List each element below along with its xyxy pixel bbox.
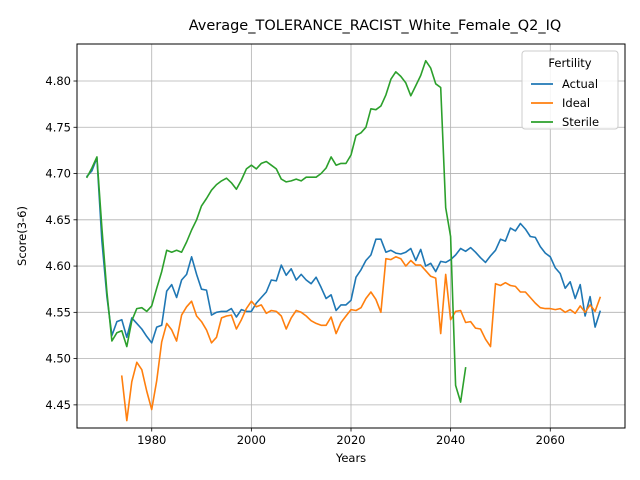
y-axis-label: Score(3-6): [15, 206, 29, 266]
x-axis-ticks: 1980 2000 2020 2040 2060: [137, 428, 565, 447]
x-axis-label: Years: [335, 451, 366, 465]
y-axis-ticks: 4.45 4.50 4.55 4.60 4.65 4.70 4.75 4.80: [45, 74, 77, 412]
chart-title: Average_TOLERANCE_RACIST_White_Female_Q2…: [189, 18, 562, 34]
y-tick-label: 4.50: [45, 352, 71, 366]
x-tick-label: 2020: [336, 433, 365, 447]
y-tick-label: 4.65: [45, 213, 71, 227]
y-tick-label: 4.60: [45, 259, 71, 273]
x-tick-label: 1980: [137, 433, 166, 447]
grid-lines: [77, 44, 625, 428]
y-tick-label: 4.80: [45, 74, 71, 88]
x-tick-label: 2040: [436, 433, 465, 447]
legend-box: [521, 50, 619, 130]
y-tick-label: 4.55: [45, 305, 71, 319]
y-tick-label: 4.70: [45, 167, 71, 181]
legend: Fertility Actual Ideal Sterile: [521, 50, 619, 130]
legend-label-ideal: Ideal: [562, 96, 590, 110]
legend-title: Fertility: [548, 56, 591, 70]
legend-label-actual: Actual: [562, 77, 598, 91]
x-tick-label: 2060: [536, 433, 565, 447]
series-layer: [85, 59, 602, 422]
series-line-ideal: [120, 255, 602, 422]
series-line-actual: [85, 157, 602, 344]
y-tick-label: 4.45: [45, 398, 71, 412]
y-tick-label: 4.75: [45, 120, 71, 134]
x-tick-label: 2000: [237, 433, 266, 447]
legend-label-sterile: Sterile: [562, 115, 599, 129]
series-line-sterile: [85, 59, 467, 403]
